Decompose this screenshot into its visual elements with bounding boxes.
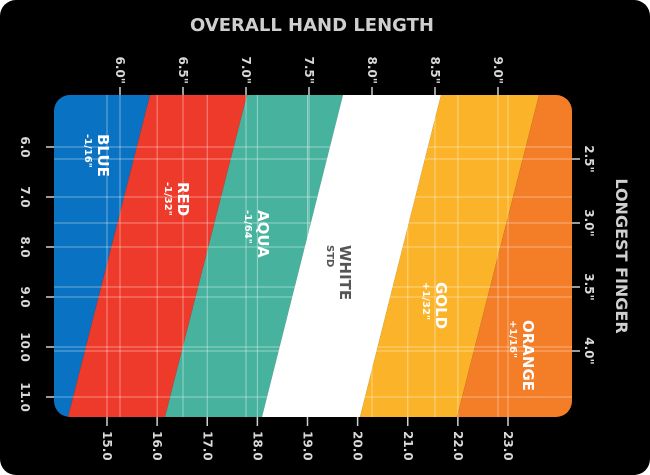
- band-name-gold: GOLD: [432, 282, 450, 329]
- bottom-tick-label-6: 21.0: [401, 431, 415, 461]
- band-blue: [54, 95, 150, 417]
- bands-layer: [54, 95, 572, 417]
- right-tick-label-2: 3.5": [582, 273, 596, 301]
- bottom-tick-label-7: 22.0: [451, 431, 465, 461]
- bottom-tick-label-0: 15.0: [100, 431, 114, 461]
- bottom-tick-label-5: 20.0: [351, 431, 365, 461]
- band-label-aqua: AQUA-1/64": [242, 210, 272, 258]
- band-label-blue: BLUE-1/16": [82, 134, 112, 177]
- top-tick-label-5: 8.5": [428, 56, 442, 84]
- grid-layer: [54, 95, 572, 417]
- top-tick-label-4: 8.0": [365, 56, 379, 84]
- band-name-red: RED: [174, 182, 192, 216]
- top-tick-label-2: 7.0": [239, 56, 253, 84]
- right-tick-label-1: 3.0": [582, 209, 596, 237]
- top-tick-label-1: 6.5": [176, 56, 190, 84]
- band-adjust-blue: -1/16": [82, 134, 93, 168]
- band-name-white: WHITE: [336, 245, 354, 300]
- top-tick-label-6: 9.0": [491, 56, 505, 84]
- left-tick-label-5: 11.0: [18, 382, 32, 412]
- bottom-tick-label-1: 16.0: [150, 431, 164, 461]
- band-gold: [360, 95, 539, 417]
- band-adjust-red: -1/32": [162, 182, 173, 216]
- top-tick-label-3: 7.5": [302, 56, 316, 84]
- band-aqua: [165, 95, 343, 417]
- chart-title: OVERALL HAND LENGTH: [190, 15, 434, 36]
- left-tick-label-1: 7.0: [18, 186, 32, 207]
- ticks-layer: 6.0" 6.5" 7.0" 7.5" 8.0" 8.5" 9.0" 15.0 16.0 17.0…: [18, 56, 596, 460]
- band-red: [68, 95, 247, 417]
- left-tick-label-2: 8.0: [18, 236, 32, 257]
- band-orange: [457, 95, 572, 417]
- band-label-orange: ORANGE+1/16": [507, 320, 537, 391]
- left-tick-label-0: 6.0: [18, 136, 32, 157]
- band-white: [262, 95, 441, 417]
- band-name-blue: BLUE: [94, 134, 112, 177]
- band-adjust-orange: +1/16": [507, 320, 518, 358]
- bottom-tick-label-3: 18.0: [250, 431, 264, 461]
- band-adjust-aqua: -1/64": [242, 210, 253, 244]
- left-tick-label-4: 10.0: [18, 332, 32, 362]
- bottom-tick-label-2: 17.0: [200, 431, 214, 461]
- bottom-tick-label-8: 23.0: [501, 431, 515, 461]
- band-adjust-gold: +1/32": [420, 282, 431, 320]
- band-label-red: RED-1/32": [162, 182, 192, 216]
- right-tick-label-3: 4.0": [582, 337, 596, 365]
- left-tick-label-3: 9.0: [18, 286, 32, 307]
- right-tick-label-0: 2.5": [582, 145, 596, 173]
- band-name-aqua: AQUA: [254, 210, 272, 258]
- bottom-tick-label-4: 19.0: [301, 431, 315, 461]
- top-tick-label-0: 6.0": [113, 56, 127, 84]
- band-name-orange: ORANGE: [519, 320, 537, 391]
- band-label-gold: GOLD+1/32": [420, 282, 450, 329]
- right-axis-title: LONGEST FINGER: [612, 178, 631, 333]
- band-adjust-white: STD: [324, 245, 335, 267]
